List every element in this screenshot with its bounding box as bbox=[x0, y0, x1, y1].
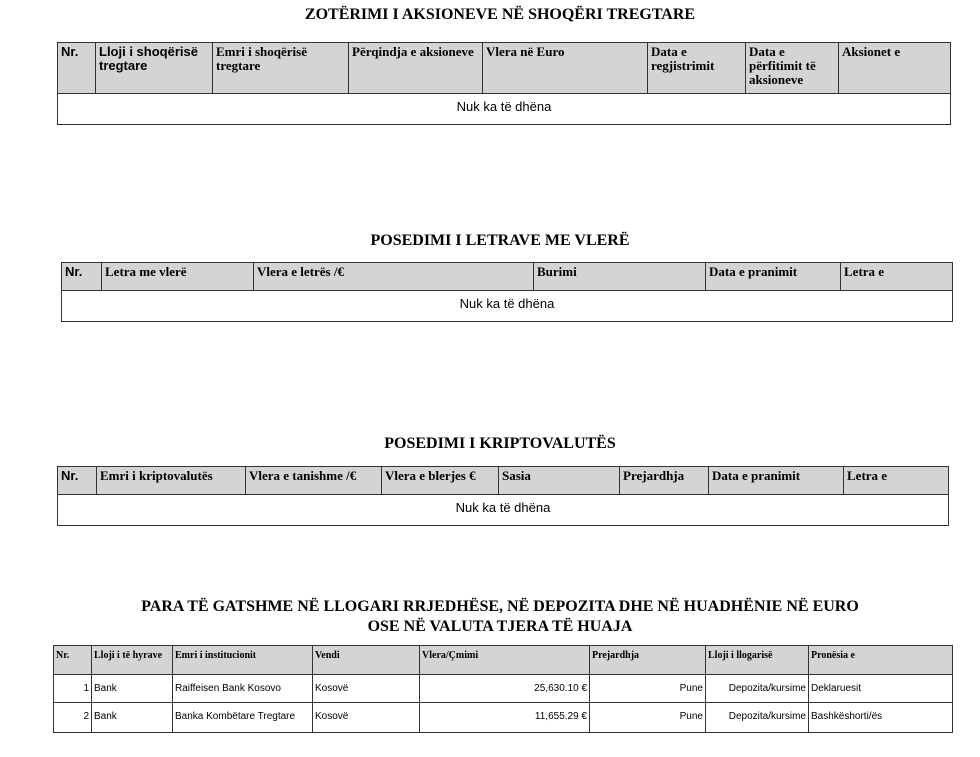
section-title-cash: PARA TË GATSHME NË LLOGARI RRJEDHËSE, NË… bbox=[141, 598, 859, 635]
securities-table: Nr. Letra me vlerë Vlera e letrës /€ Bur… bbox=[61, 262, 953, 322]
col-header: Lloji i të hyrave bbox=[91, 645, 173, 675]
col-header: Vlera/Çmimi bbox=[419, 645, 590, 675]
col-header: Nr. bbox=[61, 262, 102, 291]
cell-origin: Pune bbox=[589, 702, 706, 733]
col-header: Data e përfitimit të aksioneve bbox=[745, 42, 839, 94]
cell-nr: 2 bbox=[53, 702, 92, 733]
section-title-crypto: POSEDIMI I KRIPTOVALUTËS bbox=[384, 435, 616, 452]
col-header: Data e pranimit bbox=[708, 466, 844, 495]
col-header: Emri i institucionit bbox=[172, 645, 313, 675]
col-header: Aksionet e bbox=[838, 42, 951, 94]
cell-income-type: Bank bbox=[91, 674, 173, 703]
cell-institution: Raiffeisen Bank Kosovo bbox=[172, 674, 313, 703]
table-row: 1 Bank Raiffeisen Bank Kosovo Kosovë 25,… bbox=[53, 674, 953, 703]
col-header: Vendi bbox=[312, 645, 420, 675]
col-header: Prejardhja bbox=[589, 645, 706, 675]
col-header: Nr. bbox=[57, 466, 97, 495]
cell-origin: Pune bbox=[589, 674, 706, 703]
cell-value: 25,630.10 € bbox=[419, 674, 590, 703]
cell-account-type: Depozita/kursime bbox=[705, 674, 809, 703]
cell-nr: 1 bbox=[53, 674, 92, 703]
empty-message: Nuk ka të dhëna bbox=[57, 494, 949, 526]
col-header: Lloji i shoqërisë tregtare bbox=[95, 42, 213, 94]
shares-table: Nr. Lloji i shoqërisë tregtare Emri i sh… bbox=[57, 42, 951, 125]
col-header: Letra e bbox=[843, 466, 949, 495]
col-header: Data e regjistrimit bbox=[647, 42, 746, 94]
col-header: Emri i kriptovalutës bbox=[96, 466, 246, 495]
col-header: Prejardhja bbox=[619, 466, 709, 495]
col-header: Data e pranimit bbox=[705, 262, 841, 291]
crypto-table: Nr. Emri i kriptovalutës Vlera e tanishm… bbox=[57, 466, 949, 526]
col-header: Vlera në Euro bbox=[482, 42, 648, 94]
cell-country: Kosovë bbox=[312, 702, 420, 733]
col-header: Vlera e letrës /€ bbox=[253, 262, 534, 291]
cell-ownership: Bashkëshorti/ës bbox=[808, 702, 953, 733]
col-header: Nr. bbox=[57, 42, 96, 94]
col-header: Sasia bbox=[498, 466, 620, 495]
col-header: Burimi bbox=[533, 262, 706, 291]
table-row: 2 Bank Banka Kombëtare Tregtare Kosovë 1… bbox=[53, 702, 953, 733]
col-header: Letra me vlerë bbox=[101, 262, 254, 291]
col-header: Vlera e blerjes € bbox=[381, 466, 499, 495]
col-header: Emri i shoqërisë tregtare bbox=[212, 42, 349, 94]
col-header: Pronësia e bbox=[808, 645, 953, 675]
cash-table: Nr. Lloji i të hyrave Emri i institucion… bbox=[53, 645, 953, 733]
col-header: Vlera e tanishme /€ bbox=[245, 466, 382, 495]
col-header: Lloji i llogarisë bbox=[705, 645, 809, 675]
cell-income-type: Bank bbox=[91, 702, 173, 733]
empty-message: Nuk ka të dhëna bbox=[61, 290, 953, 322]
cell-institution: Banka Kombëtare Tregtare bbox=[172, 702, 313, 733]
cell-account-type: Depozita/kursime bbox=[705, 702, 809, 733]
cell-value: 11,655.29 € bbox=[419, 702, 590, 733]
section-title-shares: ZOTËRIMI I AKSIONEVE NË SHOQËRI TREGTARE bbox=[304, 6, 696, 23]
col-header: Përqindja e aksioneve bbox=[348, 42, 483, 94]
cell-ownership: Deklaruesit bbox=[808, 674, 953, 703]
empty-message: Nuk ka të dhëna bbox=[57, 93, 951, 125]
col-header: Nr. bbox=[53, 645, 92, 675]
cell-country: Kosovë bbox=[312, 674, 420, 703]
section-title-securities: POSEDIMI I LETRAVE ME VLERË bbox=[370, 232, 630, 249]
col-header: Letra e bbox=[840, 262, 953, 291]
